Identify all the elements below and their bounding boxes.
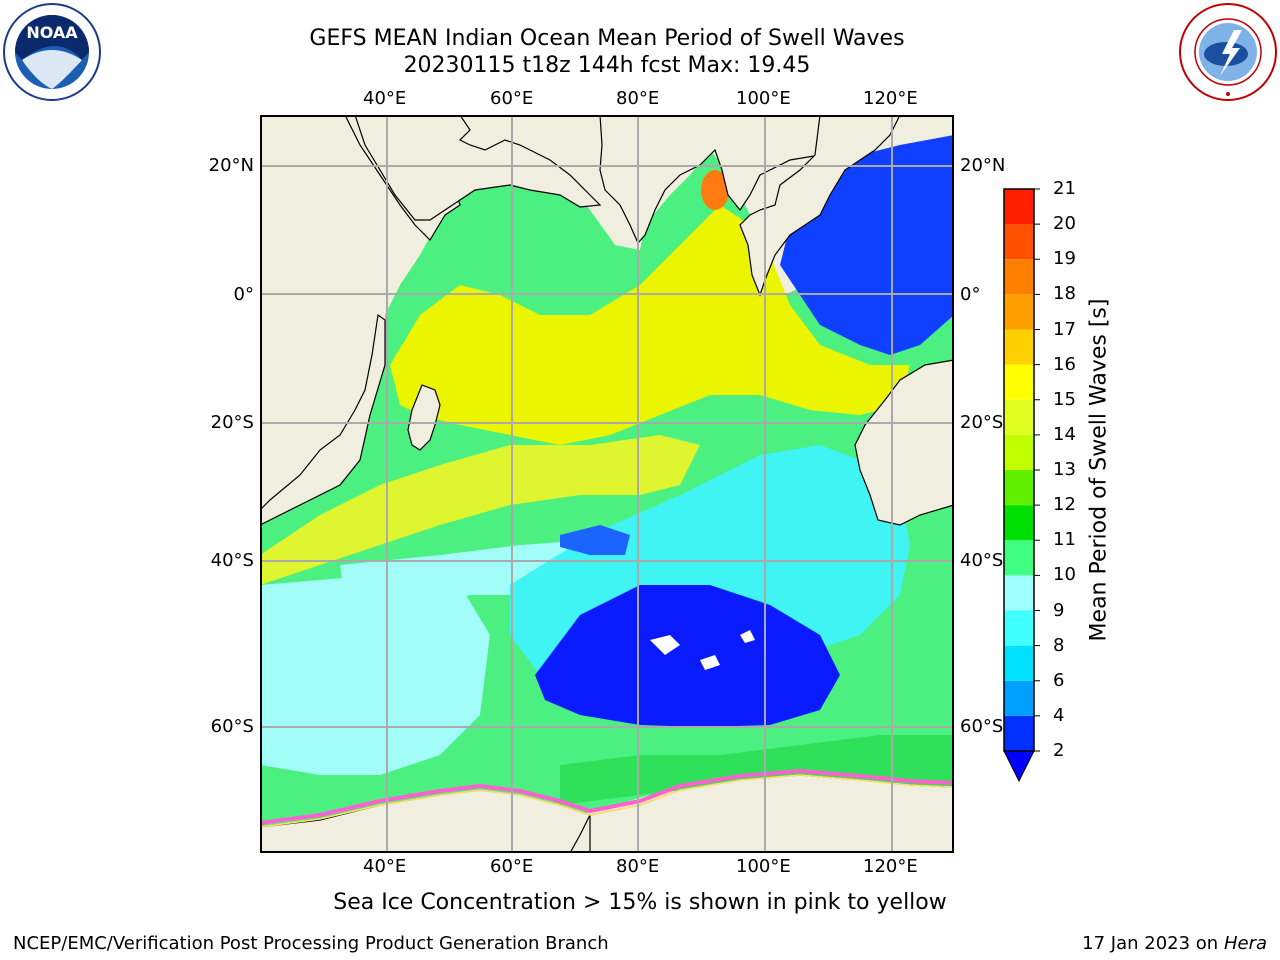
australia-land: [854, 359, 954, 526]
nws-logo: [1179, 3, 1277, 101]
footer-date-text: 17 Jan 2023 on: [1082, 933, 1224, 954]
colorbar-tick-label: 2: [1053, 740, 1065, 761]
colorbar-tick-label: 6: [1053, 669, 1065, 691]
colorbar-bin: [1004, 505, 1034, 541]
colorbar-bin: [1004, 715, 1034, 751]
lon-label-bottom-40e: 40°E: [363, 856, 407, 877]
colorbar-tick-label: 9: [1053, 599, 1065, 621]
lat-label-right-0: 0°: [960, 284, 981, 305]
swell-yellow-north: [390, 205, 910, 445]
swell-yellow-south: [260, 435, 700, 585]
swell-green-southern: [560, 735, 954, 805]
colorbar-tick-label: 18: [1053, 283, 1076, 305]
colorbar-tick-label: 19: [1053, 248, 1076, 270]
lat-label-left-40s: 40°S: [210, 550, 254, 571]
arabia-land: [354, 115, 602, 221]
colorbar-bin: [1004, 540, 1034, 576]
colorbar-bin: [1004, 364, 1034, 400]
lat-label-left-20s: 20°S: [210, 412, 254, 433]
lon-label-bottom-80e: 80°E: [616, 856, 660, 877]
lat-label-left-60s: 60°S: [210, 716, 254, 737]
lon-label-top-120e: 120°E: [863, 88, 918, 109]
colorbar-under-triangle: [1003, 750, 1035, 783]
lon-label-top-60e: 60°E: [490, 88, 534, 109]
map-frame: [260, 115, 954, 853]
colorbar-tick-label: 15: [1053, 388, 1076, 410]
chart-subtitle: 20230115 t18z 144h fcst Max: 19.45: [403, 53, 811, 78]
colorbar-tick-label: 21: [1053, 178, 1076, 199]
lon-label-bottom-120e: 120°E: [863, 856, 918, 877]
colorbar-bin: [1004, 470, 1034, 506]
lon-label-bottom-100e: 100°E: [736, 856, 791, 877]
noaa-logo: NOAA: [3, 3, 101, 101]
unresolved-patches: [650, 630, 755, 670]
colorbar-tick-label: 17: [1053, 318, 1076, 340]
noaa-logo-text: NOAA: [26, 23, 78, 42]
colorbar: [1003, 188, 1040, 783]
footer-producer: NCEP/EMC/Verification Post Processing Pr…: [13, 933, 609, 954]
colorbar-bin: [1004, 610, 1034, 646]
colorbar-bin: [1004, 434, 1034, 470]
colorbar-tick-label: 4: [1053, 704, 1065, 726]
lat-label-right-20n: 20°N: [960, 155, 1006, 176]
lon-label-top-80e: 80°E: [616, 88, 660, 109]
colorbar-bin: [1004, 399, 1034, 435]
lon-label-bottom-60e: 60°E: [490, 856, 534, 877]
colorbar-tick-label: 16: [1053, 353, 1076, 375]
colorbar-tick-label: 10: [1053, 564, 1076, 586]
colorbar-tick-label: 20: [1053, 213, 1076, 235]
chart-title: GEFS MEAN Indian Ocean Mean Period of Sw…: [309, 26, 905, 51]
colorbar-tick-label: 8: [1053, 634, 1065, 656]
sea-ice-edge-yellow: [260, 774, 954, 828]
madagascar-land: [407, 384, 441, 451]
lat-label-left-20n: 20°N: [208, 155, 254, 176]
colorbar-tick-label: 14: [1053, 423, 1076, 445]
lon-label-top-40e: 40°E: [363, 88, 407, 109]
swell-blue-core: [535, 585, 840, 727]
swell-lightcyan-far: [260, 575, 490, 775]
map-panel: [260, 115, 954, 853]
footer-host: Hera: [1223, 933, 1267, 954]
lon-label-top-100e: 100°E: [736, 88, 791, 109]
swell-orange-spot: [701, 170, 729, 210]
lat-label-left-0: 0°: [233, 284, 254, 305]
colorbar-bin: [1004, 575, 1034, 611]
colorbar-tick-label: 13: [1053, 459, 1076, 480]
colorbar-tick-label: 11: [1053, 529, 1076, 551]
lat-label-right-20s: 20°S: [960, 412, 1004, 433]
graticule: [260, 115, 954, 853]
colorbar-bin: [1004, 294, 1034, 330]
colorbar-label: Mean Period of Swell Waves [s]: [1086, 298, 1112, 642]
lat-label-right-40s: 40°S: [960, 550, 1004, 571]
colorbar-bin: [1004, 224, 1034, 260]
colorbar-bin: [1004, 329, 1034, 365]
colorbar-bin: [1004, 259, 1034, 295]
colorbar-tick-label: 12: [1053, 494, 1076, 516]
swell-blue-small: [560, 525, 630, 555]
colorbar-bin: [1004, 189, 1034, 225]
footer-date: 17 Jan 2023 on Hera: [1082, 933, 1267, 954]
sea-ice-caption: Sea Ice Concentration > 15% is shown in …: [333, 890, 947, 915]
colorbar-bin: [1004, 680, 1034, 716]
lat-label-right-60s: 60°S: [960, 716, 1004, 737]
colorbar-bin: [1004, 645, 1034, 681]
sea-ice-edge: [260, 768, 954, 825]
